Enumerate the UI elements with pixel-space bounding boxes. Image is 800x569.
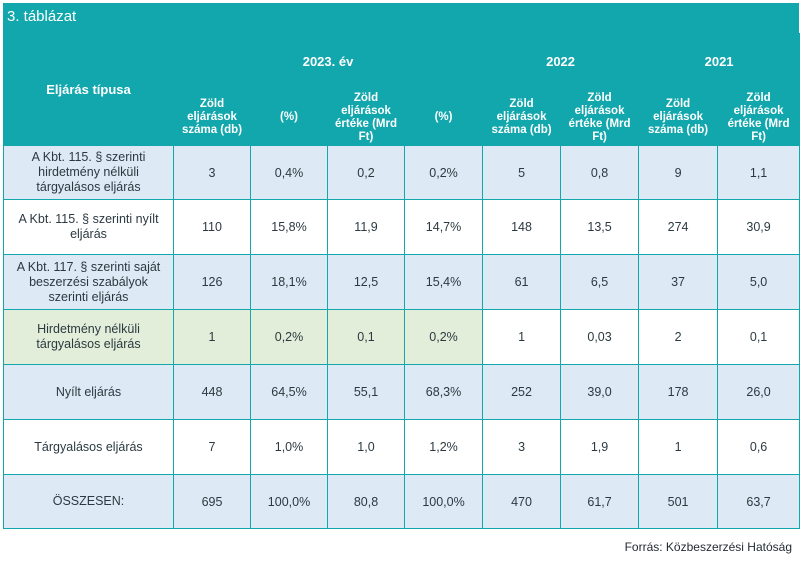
cell: 26,0	[717, 364, 800, 420]
cell: 1,9	[560, 419, 640, 475]
cell: 1	[638, 419, 719, 475]
row-label: Tárgyalásos eljárás	[3, 419, 174, 475]
subheader: (%)	[250, 89, 328, 146]
cell: 274	[638, 199, 719, 255]
table-row-total: ÖSSZESEN: 695 100,0% 80,8 100,0% 470 61,…	[3, 474, 800, 529]
cell: 1,0%	[250, 419, 328, 475]
cell: 14,7%	[403, 199, 484, 255]
table-caption: 3. táblázat	[7, 8, 77, 25]
cell: 13,5	[560, 199, 640, 255]
row-label: A Kbt. 117. § szerinti saját beszerzési …	[3, 254, 174, 310]
cell: 0,1	[717, 309, 800, 365]
cell: 0,6	[717, 419, 800, 475]
table-row: Tárgyalásos eljárás 7 1,0% 1,0 1,2% 3 1,…	[3, 419, 800, 475]
cell: 11,9	[327, 199, 405, 255]
table-panel: 3. táblázat Eljárás típusa 2023. év 2022…	[3, 3, 800, 529]
cell: 1,2%	[403, 419, 484, 475]
cell: 148	[482, 199, 562, 255]
cell: 252	[482, 364, 562, 420]
table-row: A Kbt. 117. § szerinti saját beszerzési …	[3, 254, 800, 310]
cell: 0,1	[327, 309, 405, 365]
cell: 178	[638, 364, 719, 420]
subheader: Zöld eljárások száma (db)	[638, 89, 719, 146]
table-row: A Kbt. 115. § szerinti hirdetmény nélkül…	[3, 145, 800, 200]
cell: 0,8	[560, 145, 640, 200]
subheader: Zöld eljárások értéke (Mrd Ft)	[327, 89, 405, 146]
cell: 448	[173, 364, 251, 420]
cell: 1	[173, 309, 251, 365]
cell: 470	[482, 474, 562, 529]
table-row: Hirdetmény nélküli tárgyalásos eljárás 1…	[3, 309, 800, 365]
cell: 61	[482, 254, 562, 310]
cell: 9	[638, 145, 719, 200]
row-label: ÖSSZESEN:	[3, 474, 174, 529]
cell: 1,1	[717, 145, 800, 200]
cell: 0,2	[327, 145, 405, 200]
row-label: Hirdetmény nélküli tárgyalásos eljárás	[3, 309, 174, 365]
cell: 1	[482, 309, 562, 365]
header-type: Eljárás típusa	[3, 33, 174, 146]
cell: 100,0%	[250, 474, 328, 529]
cell: 0,2%	[250, 309, 328, 365]
cell: 80,8	[327, 474, 405, 529]
cell: 501	[638, 474, 719, 529]
cell: 68,3%	[403, 364, 484, 420]
row-label: A Kbt. 115. § szerinti nyílt eljárás	[3, 199, 174, 255]
cell: 7	[173, 419, 251, 475]
cell: 1,0	[327, 419, 405, 475]
cell: 0,03	[560, 309, 640, 365]
subheader: Zöld eljárások értéke (Mrd Ft)	[560, 89, 640, 146]
header-year-2022: 2022	[482, 33, 640, 90]
cell: 3	[482, 419, 562, 475]
subheader: Zöld eljárások száma (db)	[173, 89, 251, 146]
subheader: Zöld eljárások értéke (Mrd Ft)	[717, 89, 800, 146]
cell: 0,2%	[403, 145, 484, 200]
cell: 61,7	[560, 474, 640, 529]
cell: 39,0	[560, 364, 640, 420]
source-note: Forrás: Közbeszerzési Hatóság	[624, 540, 792, 554]
table-row: Nyílt eljárás 448 64,5% 55,1 68,3% 252 3…	[3, 364, 800, 420]
cell: 3	[173, 145, 251, 200]
cell: 0,2%	[403, 309, 484, 365]
row-label: Nyílt eljárás	[3, 364, 174, 420]
cell: 2	[638, 309, 719, 365]
cell: 64,5%	[250, 364, 328, 420]
cell: 55,1	[327, 364, 405, 420]
cell: 12,5	[327, 254, 405, 310]
cell: 126	[173, 254, 251, 310]
cell: 100,0%	[403, 474, 484, 529]
cell: 63,7	[717, 474, 800, 529]
row-label: A Kbt. 115. § szerinti hirdetmény nélkül…	[3, 145, 174, 200]
data-table: Eljárás típusa 2023. év 2022 2021 Zöld e…	[3, 33, 800, 529]
cell: 5	[482, 145, 562, 200]
cell: 695	[173, 474, 251, 529]
cell: 18,1%	[250, 254, 328, 310]
cell: 110	[173, 199, 251, 255]
cell: 5,0	[717, 254, 800, 310]
subheader: Zöld eljárások száma (db)	[482, 89, 562, 146]
subheader: (%)	[403, 89, 484, 146]
header-year-2023: 2023. év	[172, 33, 484, 90]
cell: 30,9	[717, 199, 800, 255]
header-year-2021: 2021	[638, 33, 800, 90]
cell: 37	[638, 254, 719, 310]
cell: 6,5	[560, 254, 640, 310]
cell: 15,8%	[250, 199, 328, 255]
table-row: A Kbt. 115. § szerinti nyílt eljárás 110…	[3, 199, 800, 255]
cell: 0,4%	[250, 145, 328, 200]
cell: 15,4%	[403, 254, 484, 310]
